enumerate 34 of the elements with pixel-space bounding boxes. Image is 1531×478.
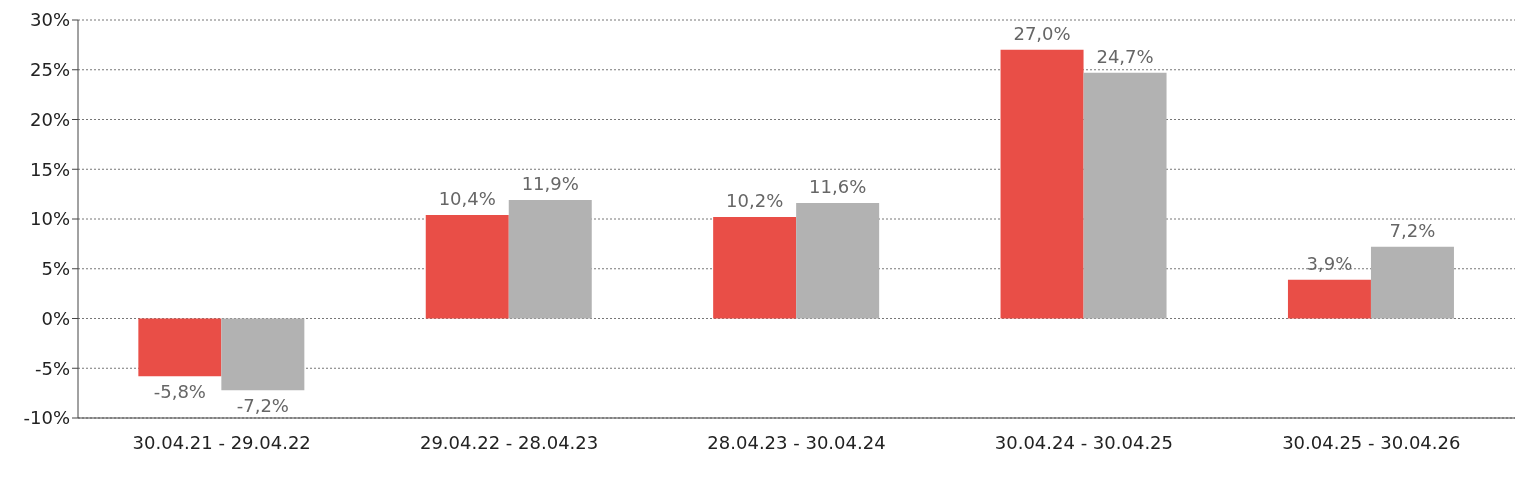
y-tick-label: 20%: [29, 108, 70, 130]
bar: [221, 318, 305, 391]
y-tick-label: 15%: [29, 158, 70, 180]
data-label: 7,2%: [1389, 219, 1436, 241]
x-tick-label: 30.04.24 - 30.04.25: [994, 431, 1174, 453]
y-tick-label: 10%: [29, 208, 70, 230]
bar: [138, 318, 222, 377]
bar: [508, 200, 592, 319]
y-tick-label: 25%: [29, 59, 70, 81]
bar: [796, 203, 880, 319]
y-tick-label: 0%: [41, 307, 70, 329]
y-tick-label: 30%: [29, 9, 70, 31]
x-tick-label: 30.04.25 - 30.04.26: [1282, 431, 1461, 453]
bar: [1370, 246, 1454, 319]
data-label: 11,6%: [809, 176, 867, 198]
data-label: -7,2%: [236, 395, 289, 417]
data-label: 10,2%: [726, 190, 784, 212]
y-tick-label: 5%: [41, 258, 70, 280]
y-tick-label: -5%: [34, 357, 70, 379]
data-label: 27,0%: [1013, 22, 1071, 44]
bar: [1287, 279, 1371, 319]
data-label: -5,8%: [153, 381, 206, 403]
bar: [1083, 72, 1167, 319]
x-tick-label: 29.04.22 - 28.04.23: [419, 431, 599, 453]
x-tick-label: 28.04.23 - 30.04.24: [707, 431, 886, 453]
data-label: 3,9%: [1306, 252, 1353, 274]
data-label: 24,7%: [1096, 45, 1154, 67]
data-label: 11,9%: [521, 173, 579, 195]
bar: [1000, 49, 1084, 319]
x-tick-label: 30.04.21 - 29.04.22: [132, 431, 311, 453]
bar: [713, 217, 797, 319]
data-label: 10,4%: [438, 188, 496, 210]
bar: [425, 215, 509, 319]
y-tick-label: -10%: [23, 407, 70, 429]
